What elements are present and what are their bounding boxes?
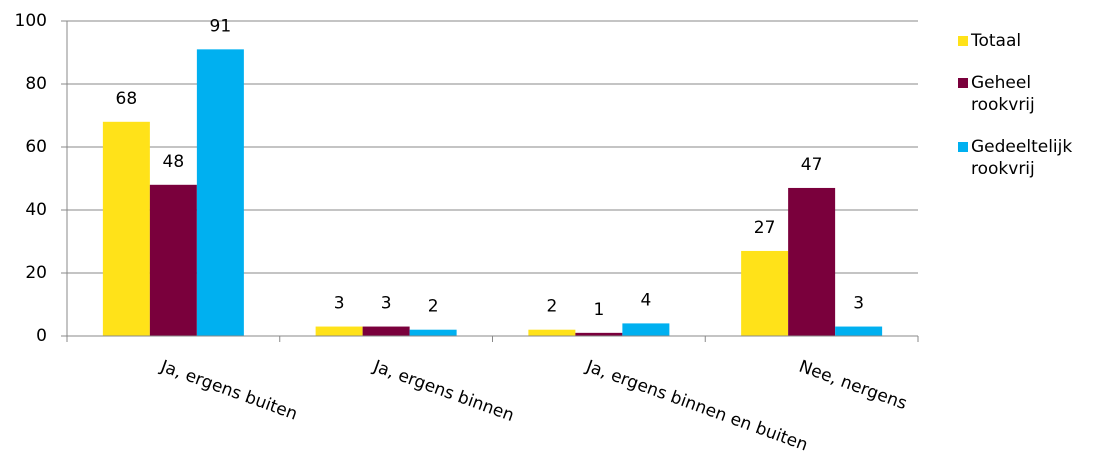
legend-label: Totaal	[971, 31, 1022, 51]
bar	[315, 326, 363, 336]
y-tick-label: 0	[36, 326, 47, 346]
bar	[741, 250, 789, 336]
y-tick-label: 100	[15, 11, 47, 31]
value-label: 48	[163, 152, 185, 172]
value-label: 3	[334, 294, 345, 314]
bar	[528, 329, 576, 336]
legend-label: Geheel rookvrij	[971, 73, 1035, 115]
value-label: 3	[853, 294, 864, 314]
legend-swatch	[958, 78, 968, 88]
y-tick-label: 40	[25, 200, 47, 220]
y-tick-label: 60	[25, 137, 47, 157]
bar	[149, 184, 197, 336]
legend: Totaal Geheel rookvrij Gedeeltelijk rookvr…	[958, 30, 1088, 200]
value-label: 27	[754, 218, 776, 238]
value-label: 4	[640, 290, 651, 310]
bar	[835, 326, 883, 336]
x-tick-label: Ja, ergens binnen en buiten	[583, 356, 811, 455]
bar	[622, 323, 670, 336]
legend-item: Totaal	[958, 30, 1088, 52]
bar	[575, 332, 623, 336]
x-tick-label: Ja, ergens buiten	[157, 356, 300, 424]
value-label: 47	[801, 155, 823, 175]
value-label: 2	[546, 297, 557, 317]
legend-item: Gedeeltelijk rookvrij	[958, 136, 1088, 180]
legend-item: Geheel rookvrij	[958, 72, 1088, 116]
x-tick-label: Ja, ergens binnen	[370, 356, 517, 426]
bar	[196, 49, 244, 336]
value-label: 1	[593, 300, 604, 320]
legend-swatch	[958, 142, 968, 152]
bar	[362, 326, 410, 336]
y-tick-label: 80	[25, 74, 47, 94]
bar	[788, 187, 836, 336]
legend-label: Gedeeltelijk rookvrij	[971, 137, 1073, 179]
value-label: 2	[428, 297, 439, 317]
bar	[102, 121, 150, 336]
value-label: 68	[116, 89, 138, 109]
x-tick-label: Nee, nergens	[796, 357, 909, 415]
value-label: 91	[210, 16, 232, 36]
value-label: 3	[381, 294, 392, 314]
y-tick-label: 20	[25, 263, 47, 283]
legend-swatch	[958, 36, 968, 46]
bar	[409, 329, 457, 336]
chart: 0 20 40 60 80 100 Ja, ergens buiten 68 48 91 Ja, e…	[15, 11, 919, 455]
